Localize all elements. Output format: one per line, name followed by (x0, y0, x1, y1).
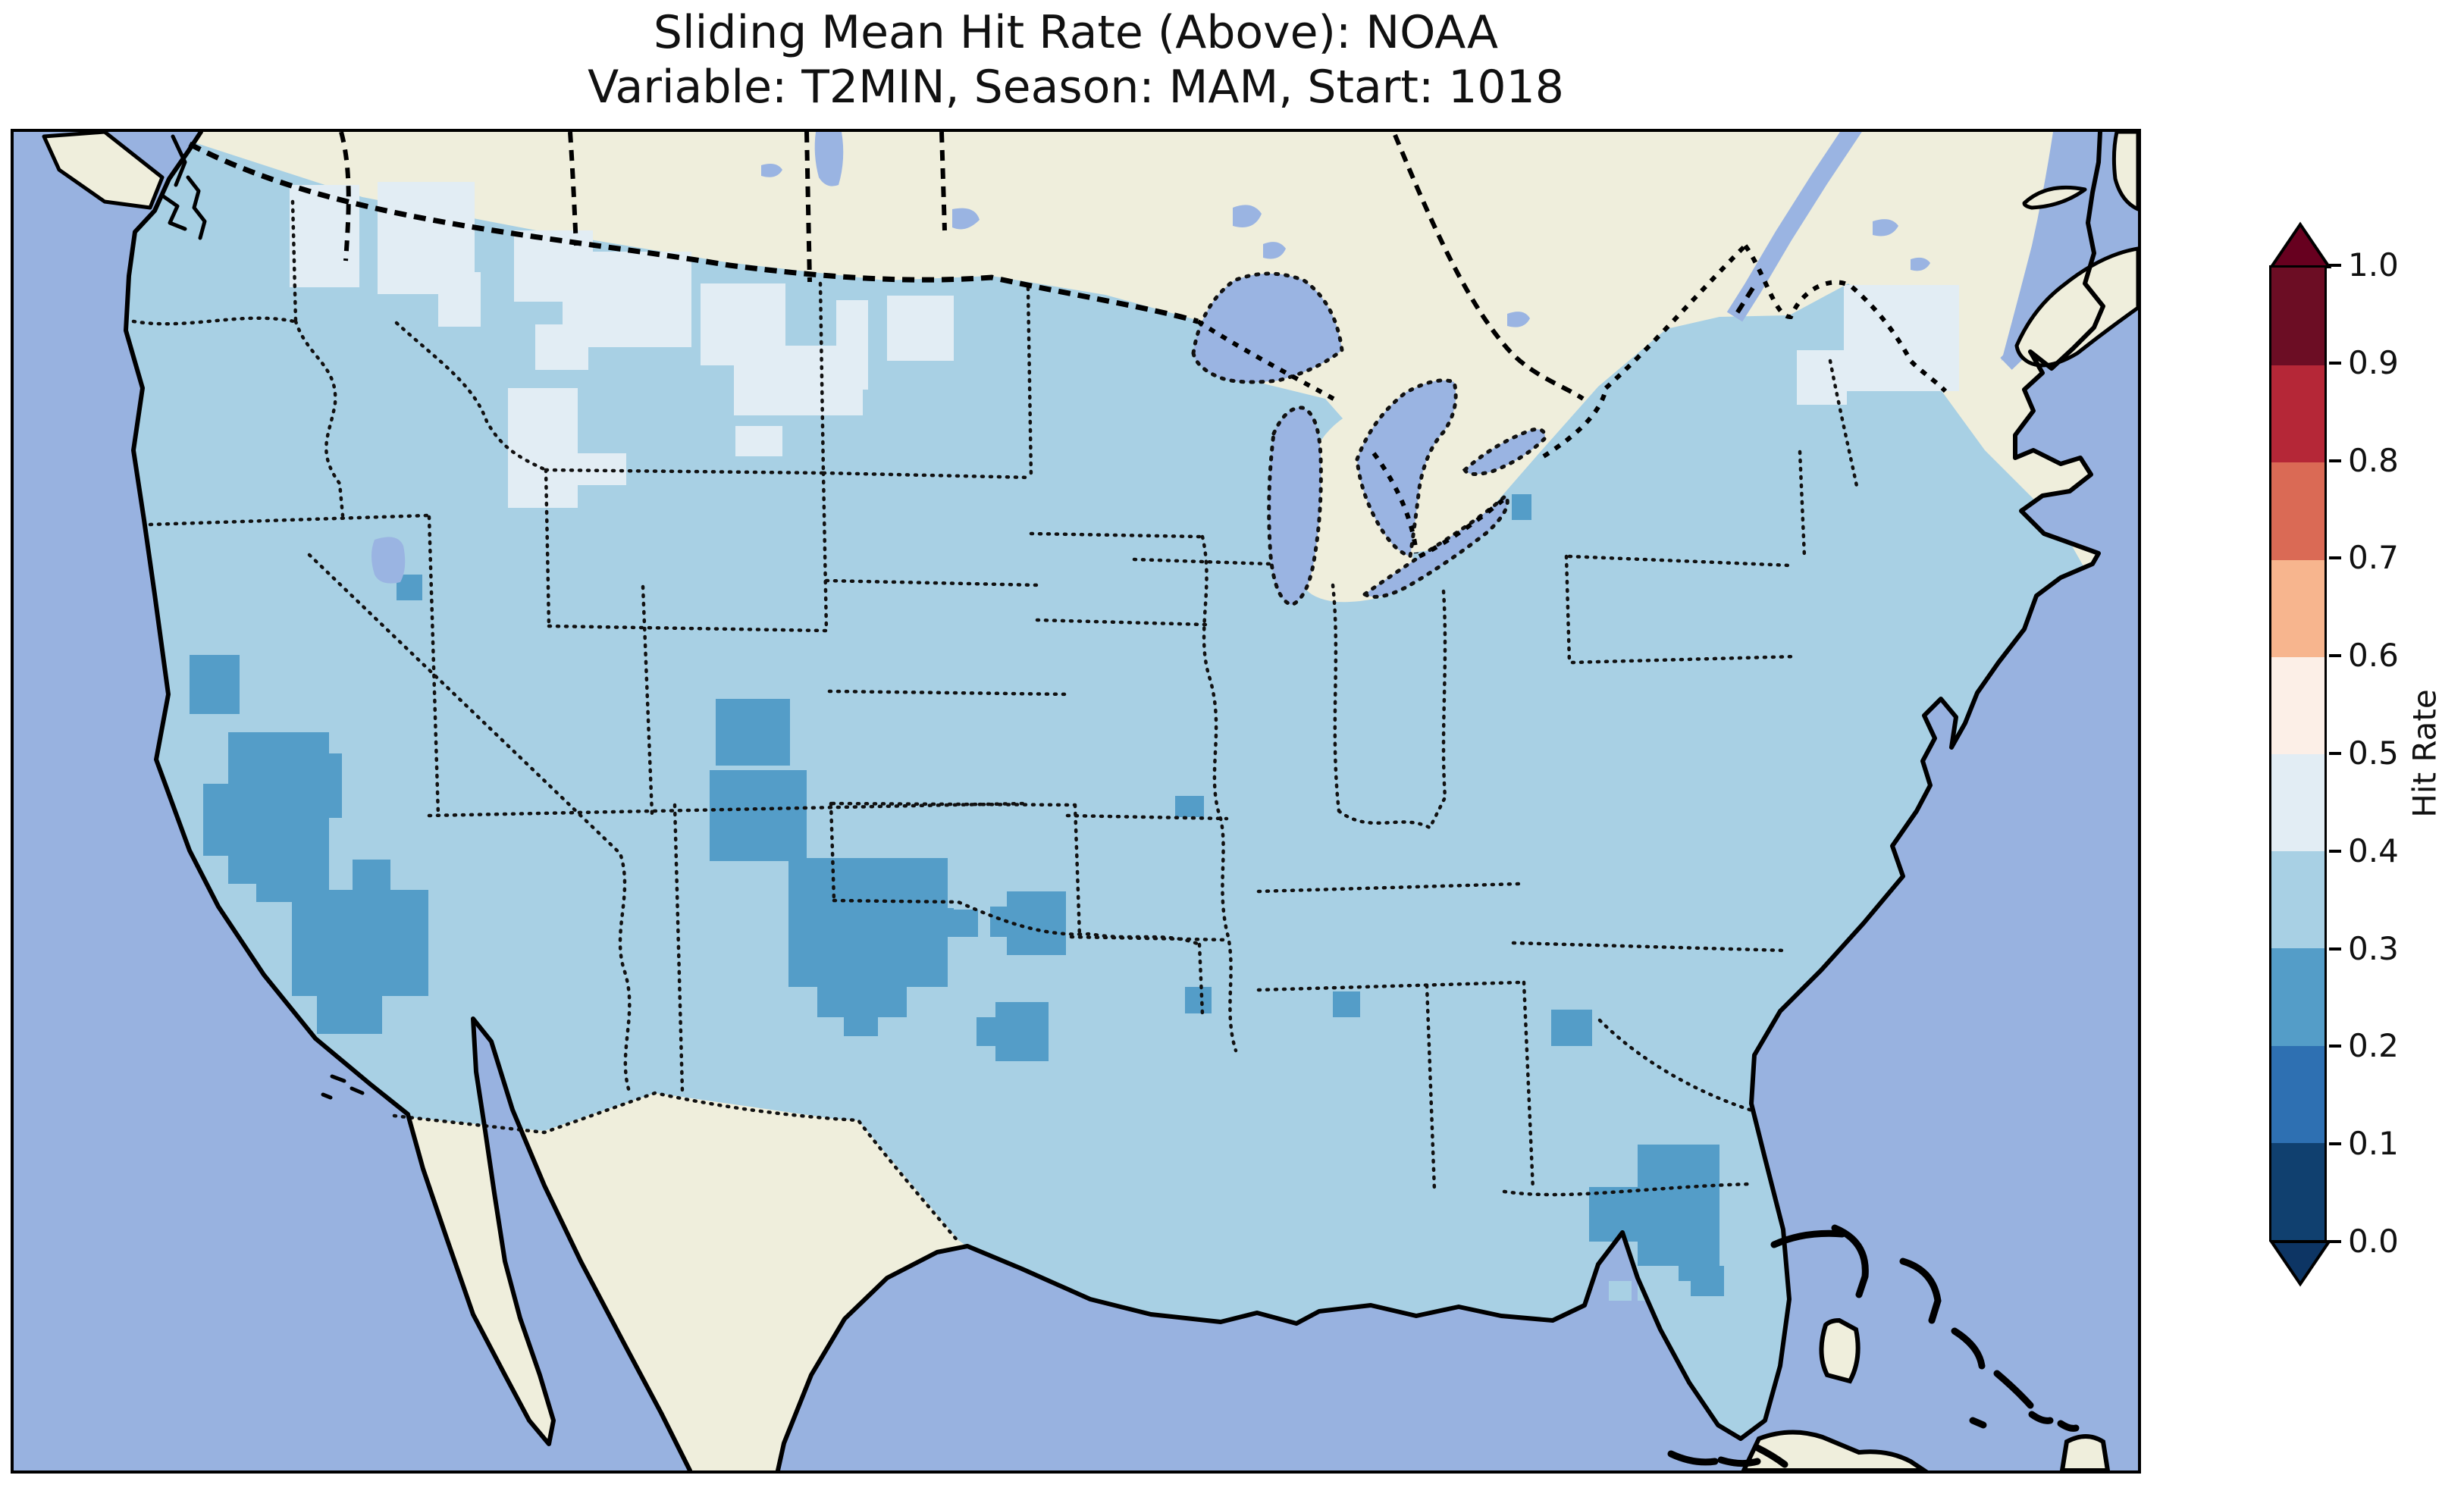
hit-rate-cell (1844, 285, 1959, 391)
colorbar-segment-0.0-0.1 (2271, 1142, 2324, 1240)
colorbar-tick-label: 1.0 (2348, 246, 2399, 283)
prince-edward-island (2022, 185, 2087, 210)
hit-rate-cell (817, 987, 907, 1017)
colorbar: 1.0 0.9 0.8 0.7 0.6 0.5 0.4 0.3 0.2 0.1 0.0 (2269, 221, 2464, 1328)
colorbar-segment-0.6-0.7 (2271, 559, 2324, 657)
colorbar-tickmark (2329, 556, 2341, 560)
hit-rate-cell (1589, 1187, 1639, 1242)
colorbar-segment-0.4-0.5 (2271, 753, 2324, 852)
us-canada-border-east (1196, 243, 1948, 559)
hit-rate-cell (508, 388, 578, 508)
lake-superior (1191, 271, 1344, 384)
colorbar-segment-0.1-0.2 (2271, 1045, 2324, 1143)
gulf-of-st-lawrence (2002, 132, 2138, 361)
colorbar-segment-0.8-0.9 (2271, 365, 2324, 463)
small-lakes (371, 132, 1930, 584)
us-canada-border (188, 141, 1199, 324)
hit-rate-cell (710, 770, 807, 861)
hit-rate-cell (304, 753, 342, 818)
hit-rate-cell (203, 784, 245, 856)
hit-rate-cell (948, 910, 978, 937)
colorbar-tickmark (2329, 1045, 2341, 1048)
hit-rate-cell (1638, 1145, 1719, 1266)
hit-rate-cell (1175, 796, 1204, 817)
colorbar-tickmark (2329, 849, 2341, 853)
colorbar-tickmark (2329, 1240, 2341, 1243)
hit-rate-cell (1551, 1010, 1592, 1046)
colorbar-tick-label: 0.6 (2348, 637, 2399, 675)
colorbar-segment-0.9-1.0 (2271, 268, 2324, 366)
hit-rate-cell (1185, 987, 1212, 1013)
colorbar-tick-label: 0.2 (2348, 1027, 2399, 1065)
colorbar-tickmark (2329, 947, 2341, 951)
hit-rate-cell (438, 272, 481, 327)
vancouver-island (42, 132, 165, 210)
lake-michigan (1267, 406, 1323, 607)
colorbar-arrow-down (2269, 1240, 2331, 1287)
colorbar-tickmark (2329, 752, 2341, 755)
colorbar-tickmark (2329, 361, 2341, 365)
hit-rate-cell (1007, 891, 1066, 955)
hit-rate-cell (1333, 991, 1360, 1017)
hit-rate-cell (836, 300, 868, 390)
nova-scotia (2014, 246, 2138, 368)
hit-rate-cell (735, 426, 782, 456)
colorbar-tick-label: 0.1 (2348, 1125, 2399, 1163)
data-layer (126, 141, 2103, 1471)
canada-province-borders (339, 132, 1755, 401)
map-axes-frame (11, 129, 2141, 1474)
us-map (14, 132, 2138, 1471)
hit-rate-cell (995, 1002, 1049, 1061)
st-lawrence-river (1726, 132, 1862, 322)
lake-ontario (1462, 427, 1547, 476)
hit-rate-cell (716, 699, 790, 766)
colorbar-segment-0.7-0.8 (2271, 462, 2324, 560)
patches-offshore-cells (1609, 1281, 1691, 1301)
colorbar-tick-label: 0.4 (2348, 832, 2399, 869)
colorbar-axis-label: Hit Rate (2406, 689, 2444, 818)
colorbar-tick-label: 0.9 (2348, 343, 2399, 381)
cape-breton-island (2111, 132, 2138, 211)
colorbar-tick-label: 0.7 (2348, 539, 2399, 577)
caribbean-islands (1667, 1224, 2111, 1471)
hit-rate-cell (1797, 350, 1847, 405)
hit-rate-cell (317, 996, 382, 1034)
hit-rate-cell (887, 296, 954, 361)
lake-huron (1355, 378, 1458, 559)
colorbar-tickmark (2329, 1142, 2341, 1146)
colorbar-tickmark (2329, 264, 2341, 267)
colorbar-tick-label: 0.3 (2348, 929, 2399, 967)
colorbar-tick-label: 0.0 (2348, 1223, 2399, 1260)
patches-hit-rate-0.4-0.5 (290, 182, 1959, 508)
hit-rate-cell (190, 655, 240, 714)
hit-rate-cell (535, 324, 588, 370)
figure-title: Sliding Mean Hit Rate (Above): NOAA (653, 6, 1499, 59)
colorbar-tickmark (2329, 654, 2341, 658)
colorbar-segment-0.3-0.4 (2271, 850, 2324, 949)
colorbar-segment-0.2-0.3 (2271, 947, 2324, 1046)
hit-rate-cell (1512, 494, 1531, 520)
hit-rate-cell (1609, 1281, 1632, 1301)
figure-subtitle: Variable: T2MIN, Season: MAM, Start: 101… (588, 61, 1564, 114)
hit-rate-cell (1668, 1281, 1691, 1301)
hit-rate-cell (292, 890, 428, 996)
colorbar-tickmark (2329, 459, 2341, 462)
coastline (124, 132, 2105, 1471)
patches-hit-rate-0.2-0.3 (190, 494, 1724, 1296)
colorbar-segment-0.5-0.6 (2271, 656, 2324, 754)
colorbar-tick-label: 0.8 (2348, 441, 2399, 479)
colorbar-tick-label: 0.5 (2348, 734, 2399, 772)
hit-rate-cell (869, 908, 954, 937)
hit-rate-cell (353, 860, 390, 894)
hit-rate-cell (844, 1015, 878, 1036)
state-borders (131, 199, 1860, 1244)
colorbar-arrow-up (2269, 221, 2331, 268)
hit-rate-cell (977, 1017, 998, 1046)
colorbar-bar (2269, 265, 2327, 1242)
